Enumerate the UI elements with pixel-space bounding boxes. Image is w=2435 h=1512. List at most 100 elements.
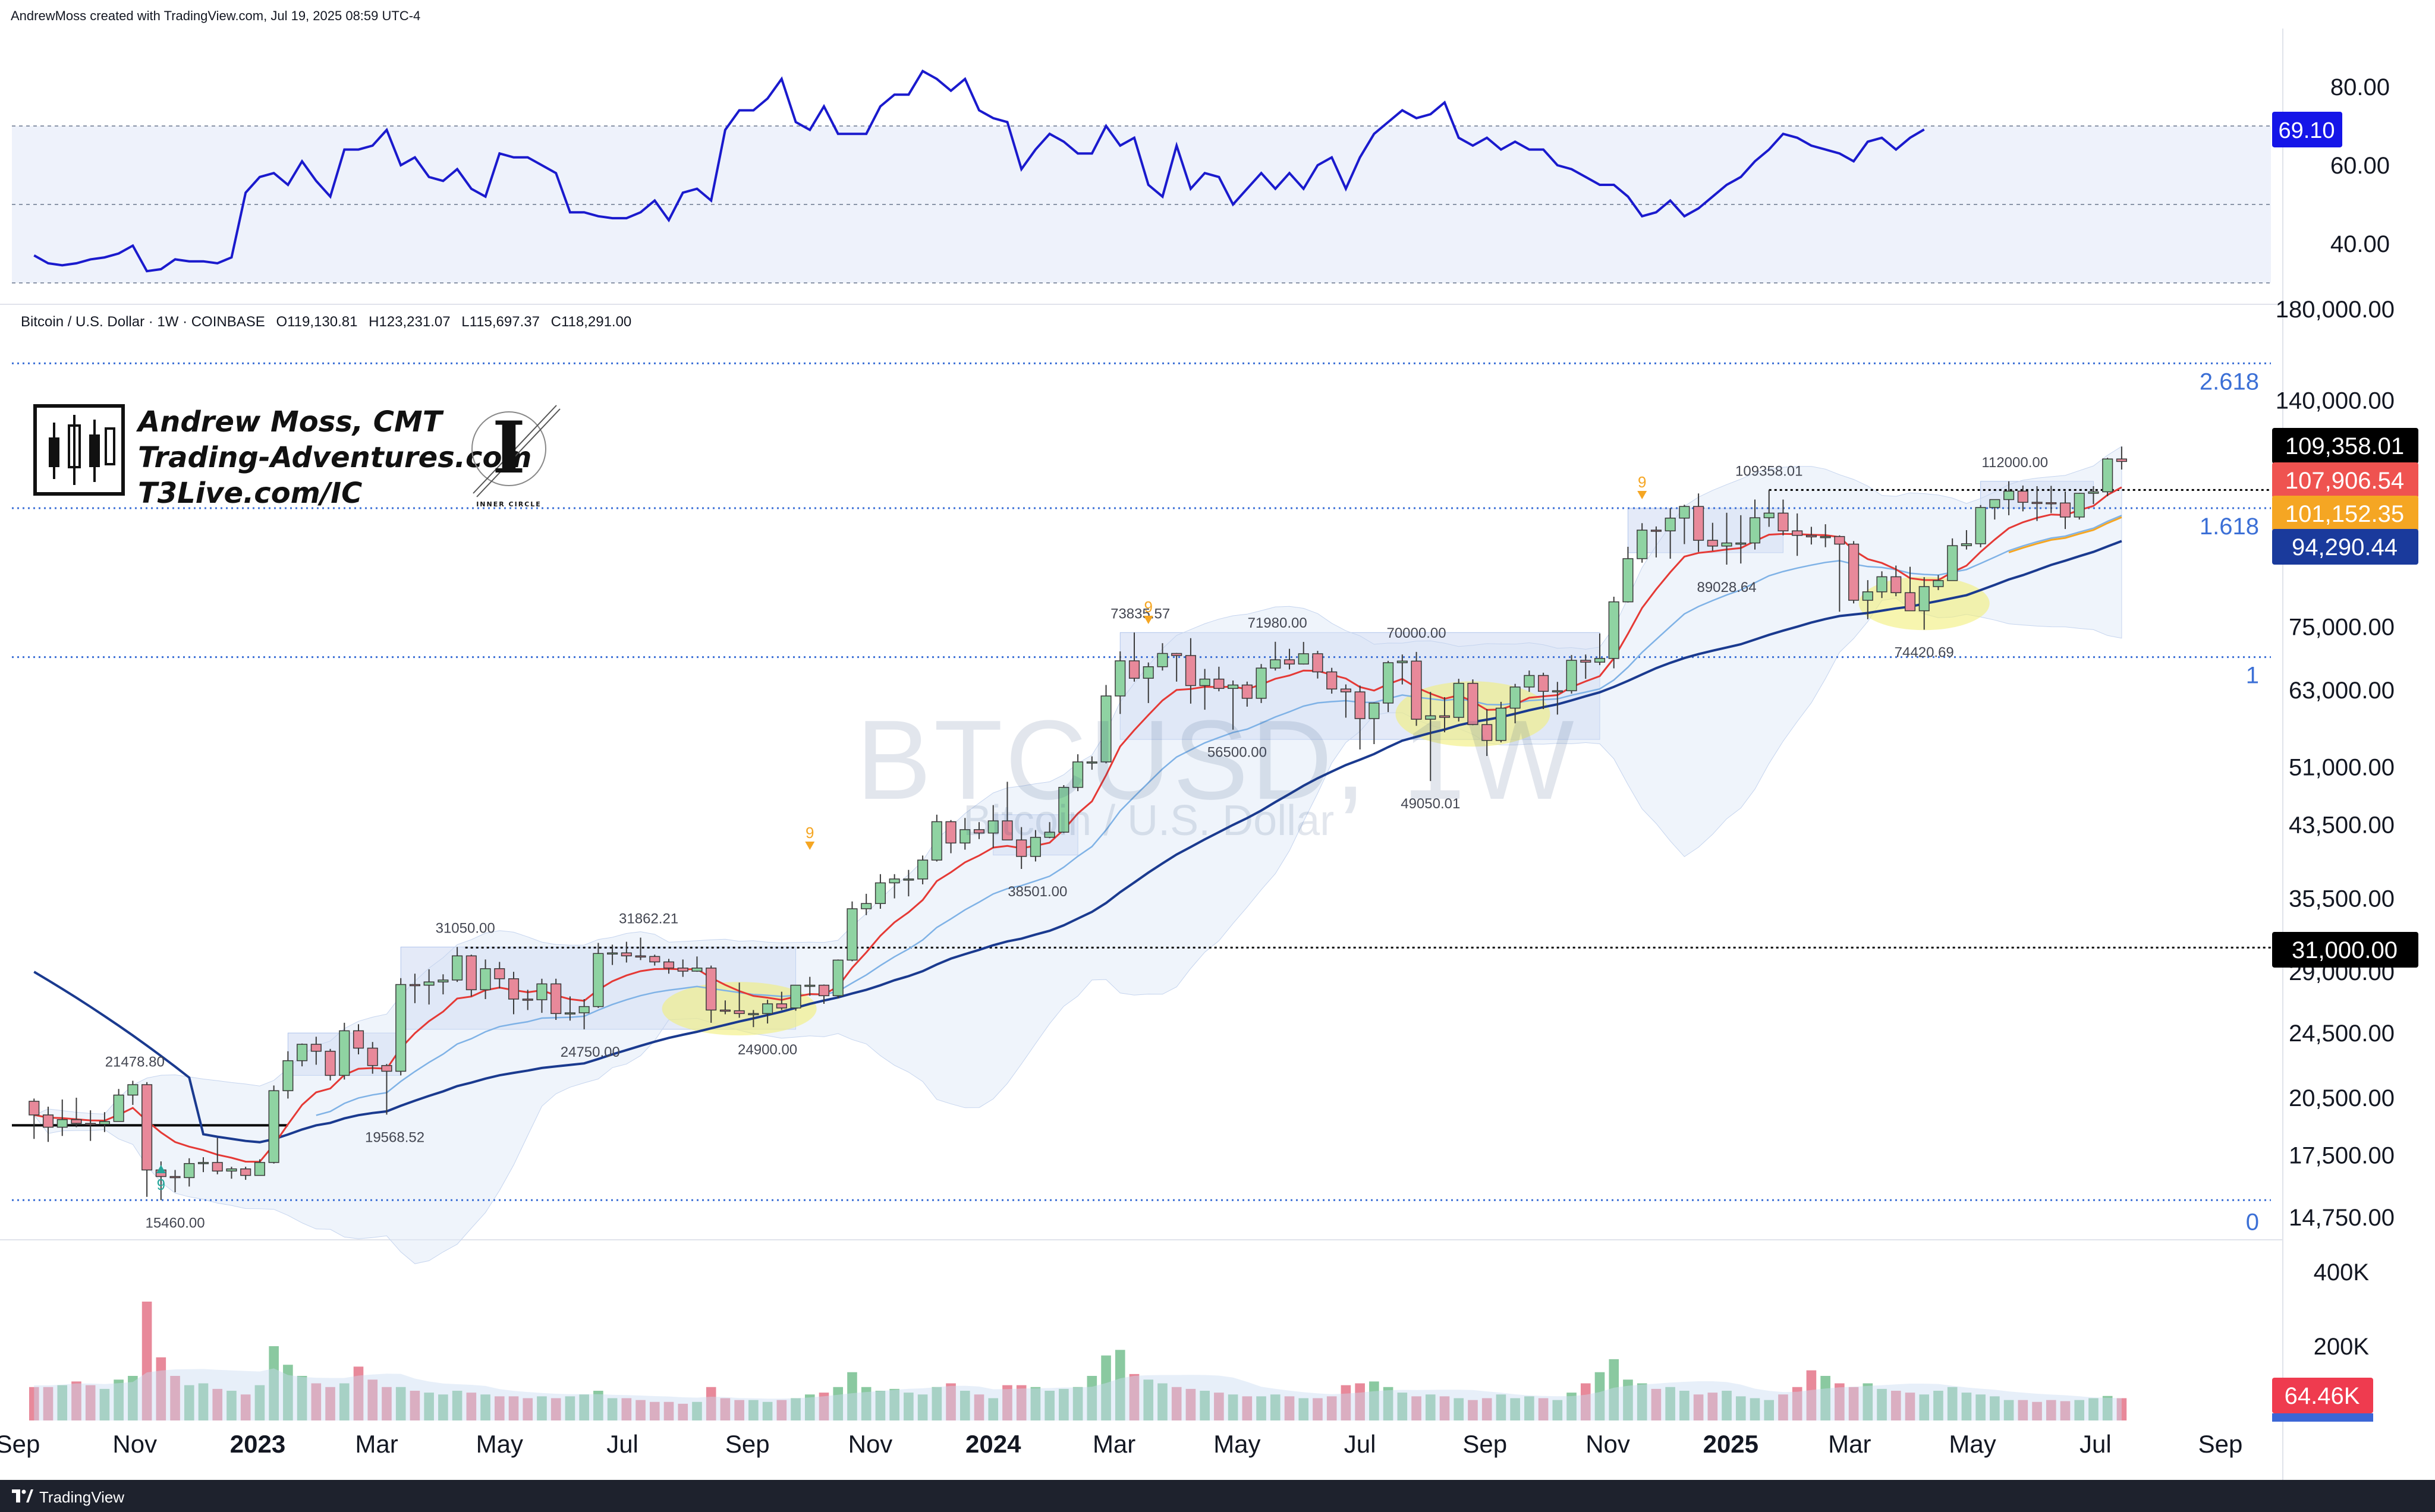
candles-logo-icon bbox=[33, 404, 125, 496]
price-tick-label: 63,000.00 bbox=[2289, 678, 2395, 704]
candle-body bbox=[719, 1009, 731, 1012]
volume-bar bbox=[325, 1387, 335, 1420]
volume-bar bbox=[85, 1385, 96, 1420]
candle-body bbox=[2046, 502, 2057, 505]
candle bbox=[1834, 535, 1845, 612]
volume-bar bbox=[1030, 1387, 1041, 1420]
volume-bar bbox=[2116, 1398, 2127, 1420]
candle-body bbox=[2088, 491, 2099, 494]
candle bbox=[550, 978, 562, 1020]
candle bbox=[1918, 577, 1930, 630]
candle-body bbox=[240, 1168, 251, 1176]
candle bbox=[1143, 662, 1154, 703]
time-tick-label: Sep bbox=[2198, 1430, 2243, 1458]
candle bbox=[127, 1081, 139, 1105]
candle-body bbox=[578, 1006, 590, 1013]
candle bbox=[706, 965, 717, 1023]
volume-bar bbox=[382, 1387, 392, 1420]
candle-body bbox=[141, 1084, 153, 1171]
price-label-box bbox=[2272, 932, 2418, 968]
candle bbox=[2074, 493, 2085, 520]
candle-body bbox=[649, 956, 660, 963]
candle-body bbox=[2102, 458, 2113, 493]
time-tick-label: 2024 bbox=[965, 1430, 1021, 1458]
candle-body bbox=[1594, 658, 1606, 663]
volume-bar bbox=[1454, 1398, 1464, 1420]
volume-bar bbox=[297, 1376, 307, 1420]
candle bbox=[1185, 638, 1196, 704]
candle-body bbox=[973, 829, 985, 834]
candle-body bbox=[1805, 535, 1817, 538]
candle bbox=[381, 1064, 392, 1115]
candle bbox=[1947, 538, 1958, 581]
candle-body bbox=[1721, 542, 1732, 547]
candle-body bbox=[1326, 671, 1338, 690]
price-label-box bbox=[2272, 462, 2418, 498]
ema-mid-line bbox=[2008, 516, 2122, 553]
candle-body bbox=[367, 1047, 378, 1066]
volume-bar bbox=[523, 1398, 533, 1420]
rsi-value-label: 69.10 bbox=[2278, 118, 2335, 143]
volume-value-box bbox=[2272, 1378, 2373, 1413]
candle bbox=[1453, 679, 1464, 722]
volume-bar bbox=[1722, 1391, 1732, 1420]
candle bbox=[212, 1138, 223, 1174]
rsi-tick-label: 60.00 bbox=[2330, 153, 2390, 179]
candle-body bbox=[1679, 506, 1690, 519]
volume-bar bbox=[1143, 1379, 1154, 1420]
candle bbox=[917, 855, 929, 884]
volume-bar bbox=[1101, 1355, 1111, 1420]
candle bbox=[1411, 651, 1422, 726]
volume-ma-box bbox=[2272, 1413, 2373, 1422]
volume-bar bbox=[156, 1357, 166, 1420]
candle-body bbox=[325, 1050, 336, 1076]
volume-bar bbox=[1185, 1388, 1196, 1420]
volume-bar bbox=[1298, 1398, 1309, 1420]
volume-bar bbox=[1890, 1391, 1901, 1420]
candle bbox=[1509, 683, 1521, 724]
volume-bar bbox=[311, 1383, 322, 1420]
candle bbox=[1721, 512, 1732, 565]
candle-body bbox=[1467, 682, 1478, 725]
candle-body bbox=[1241, 684, 1253, 699]
td-sell-arrow-icon bbox=[1637, 491, 1647, 499]
volume-bar bbox=[663, 1401, 674, 1420]
candle-body bbox=[1622, 558, 1634, 603]
candle-body bbox=[1735, 542, 1747, 545]
volume-bar bbox=[607, 1398, 618, 1420]
volume-bar bbox=[1863, 1383, 1873, 1420]
candle-body bbox=[1693, 506, 1704, 541]
volume-bar bbox=[1411, 1396, 1421, 1420]
price-tick-label: 20,500.00 bbox=[2289, 1085, 2395, 1111]
candle-body bbox=[452, 955, 463, 981]
candle bbox=[1002, 782, 1013, 840]
candle bbox=[1538, 672, 1549, 710]
volume-bar bbox=[198, 1383, 209, 1420]
candle bbox=[945, 820, 957, 853]
candle bbox=[1735, 515, 1747, 564]
candle-body bbox=[1904, 592, 1916, 612]
candle bbox=[325, 1048, 336, 1081]
candle-body bbox=[1171, 653, 1182, 656]
candle-body bbox=[748, 1013, 759, 1016]
volume-bar bbox=[1397, 1393, 1408, 1420]
price-label-value: 94,290.44 bbox=[2292, 534, 2398, 560]
candle-body bbox=[847, 908, 858, 961]
price-tick-label: 35,500.00 bbox=[2289, 886, 2395, 912]
time-tick-label: Sep bbox=[0, 1430, 40, 1458]
volume-bar bbox=[1580, 1383, 1591, 1420]
price-label-box bbox=[2272, 529, 2418, 565]
volume-bar bbox=[959, 1391, 970, 1420]
rsi-line bbox=[33, 69, 1925, 273]
price-annotation: 89028.64 bbox=[1697, 579, 1756, 596]
volume-bar bbox=[2032, 1401, 2042, 1420]
time-tick-label: Nov bbox=[848, 1430, 893, 1458]
candle bbox=[395, 978, 407, 1076]
candle-body bbox=[212, 1162, 223, 1172]
price-annotation: 112000.00 bbox=[1981, 455, 2048, 471]
volume-bar bbox=[1016, 1385, 1027, 1420]
volume-bar bbox=[1820, 1376, 1830, 1420]
volume-bar bbox=[184, 1385, 194, 1420]
price-annotation: 31050.00 bbox=[436, 920, 495, 936]
candle bbox=[1072, 754, 1084, 792]
